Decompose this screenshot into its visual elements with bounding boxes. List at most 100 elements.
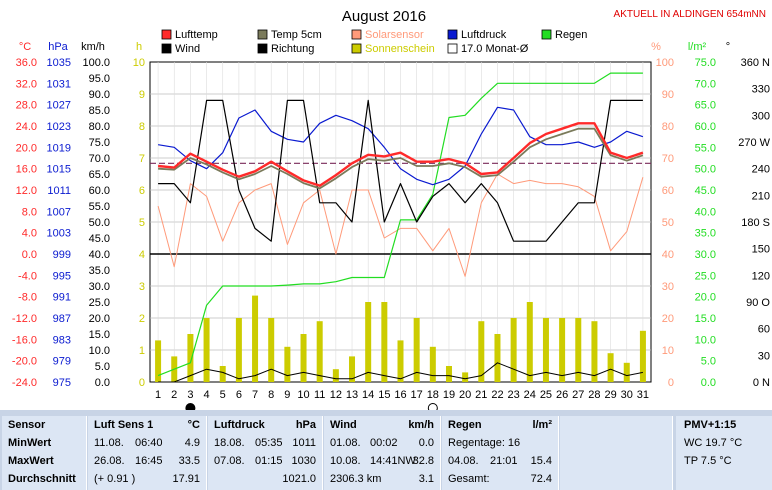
unit-rain: l/m² xyxy=(688,41,707,53)
wind-tick-6: 70.0 xyxy=(89,153,110,165)
x-tick-5: 5 xyxy=(220,389,226,401)
temp-tick-15: -24.0 xyxy=(12,377,37,389)
solar-tick-1: 90 xyxy=(662,89,674,101)
wind-tick-19: 5.0 xyxy=(95,361,110,373)
row-min: MinWert xyxy=(8,437,52,449)
press-tick-5: 1015 xyxy=(47,164,71,176)
luft-min-time: 06:40 xyxy=(135,437,163,449)
temp-tick-0: 36.0 xyxy=(16,57,37,69)
x-tick-20: 20 xyxy=(459,389,471,401)
legend-label-lufttemp: Lufttemp xyxy=(175,29,218,41)
regen-unit: l/m² xyxy=(532,419,552,431)
press-tick-7: 1007 xyxy=(47,206,71,218)
sunshine-bar-27 xyxy=(575,318,582,382)
unit-sun: h xyxy=(136,41,142,53)
press-tick-14: 979 xyxy=(53,356,71,368)
luft-min-date: 11.08. xyxy=(94,437,124,449)
wind-min-time: 00:02 xyxy=(370,437,398,449)
temp-tick-6: 12.0 xyxy=(16,185,37,197)
series-temp5cm xyxy=(158,127,644,190)
pmv-tp: TP 7.5 °C xyxy=(684,455,732,467)
press-tick-6: 1011 xyxy=(47,185,71,197)
rain-tick-2: 65.0 xyxy=(695,100,716,112)
dir-tick-6: 180 S xyxy=(741,217,770,229)
x-tick-28: 28 xyxy=(588,389,600,401)
rain-tick-11: 20.0 xyxy=(695,292,716,304)
solar-tick-7: 30 xyxy=(662,281,674,293)
legend-label-luftdruck: Luftdruck xyxy=(461,29,507,41)
legend-label-wind: Wind xyxy=(175,43,200,55)
sunshine-bar-13 xyxy=(349,356,356,382)
sunshine-bar-22 xyxy=(494,334,501,382)
regen-days: Regentage: 16 xyxy=(448,437,521,449)
x-tick-8: 8 xyxy=(268,389,274,401)
druck-min-time: 05:35 xyxy=(255,437,283,449)
regen-max-val: 15.4 xyxy=(530,455,552,467)
sun-tick-9: 1 xyxy=(139,345,145,357)
legend-swatch-monat xyxy=(447,43,458,54)
temp-tick-2: 28.0 xyxy=(16,100,37,112)
sunshine-bar-10 xyxy=(300,334,307,382)
row-max: MaxWert xyxy=(8,455,54,467)
chart-marks xyxy=(150,72,651,410)
wind-tick-5: 75.0 xyxy=(89,137,110,149)
rain-tick-15: 0.0 xyxy=(701,377,716,389)
temp-tick-10: -4.0 xyxy=(18,270,37,282)
solar-tick-2: 80 xyxy=(662,121,674,133)
x-tick-11: 11 xyxy=(314,389,325,401)
legend-swatch-regen xyxy=(541,29,552,40)
sunshine-bar-28 xyxy=(591,321,598,382)
press-tick-1: 1031 xyxy=(47,78,71,90)
x-tick-29: 29 xyxy=(604,389,616,401)
unit-press: hPa xyxy=(48,41,68,53)
weather-chart: August 2016 AKTUELL IN ALDINGEN 654mNN L… xyxy=(12,8,771,410)
x-tick-9: 9 xyxy=(284,389,290,401)
solar-tick-3: 70 xyxy=(662,153,674,165)
dir-tick-11: 30 xyxy=(758,350,770,362)
x-tick-16: 16 xyxy=(394,389,406,401)
sun-tick-8: 2 xyxy=(139,313,145,325)
col-druck: Luftdruck hPa 18.08. 05:35 1011 07.08. 01:15… xyxy=(208,416,323,490)
druck-max-val: 1030 xyxy=(291,455,316,467)
regen-total-val: 72.4 xyxy=(530,473,552,485)
legend-label-sonnenschein: Sonnenschein xyxy=(365,43,435,55)
wind-tick-17: 15.0 xyxy=(89,329,110,341)
sunshine-bar-19 xyxy=(445,366,452,382)
dir-tick-2: 300 xyxy=(752,110,770,122)
rain-tick-0: 75.0 xyxy=(695,57,716,69)
series-wind_low xyxy=(158,362,643,383)
wind-min-date: 01.08. xyxy=(330,437,361,449)
x-tick-22: 22 xyxy=(491,389,503,401)
wind-min-val: 0.0 xyxy=(418,437,434,449)
dir-tick-5: 210 xyxy=(752,190,770,202)
press-tick-3: 1023 xyxy=(47,121,71,133)
x-tick-4: 4 xyxy=(204,389,210,401)
col-labels: Sensor MinWert MaxWert Durchschnitt xyxy=(2,416,87,490)
rain-tick-12: 15.0 xyxy=(695,313,716,325)
x-tick-7: 7 xyxy=(252,389,258,401)
full-moon-marker xyxy=(427,403,438,410)
unit-temp: °C xyxy=(19,41,31,53)
legend-swatch-richtung xyxy=(257,43,268,54)
press-tick-9: 999 xyxy=(53,249,71,261)
solar-tick-4: 60 xyxy=(662,185,674,197)
luft-max-time: 16:45 xyxy=(135,455,163,467)
x-tick-13: 13 xyxy=(346,389,358,401)
regen-total-label: Gesamt: xyxy=(448,473,490,485)
wind-avg-val: 3.1 xyxy=(418,473,434,485)
sunshine-bar-26 xyxy=(559,318,566,382)
press-tick-2: 1027 xyxy=(47,100,71,112)
regen-max-date: 04.08. xyxy=(448,455,479,467)
new-moon-marker xyxy=(185,403,196,410)
regen-head: Regen xyxy=(448,419,482,431)
temp-tick-1: 32.0 xyxy=(16,78,37,90)
legend-swatch-sonnenschein xyxy=(351,43,362,54)
series-wind xyxy=(158,99,643,242)
wind-tick-0: 100.0 xyxy=(82,57,110,69)
pmv-head: PMV+1:15 xyxy=(684,419,737,431)
sunshine-bar-29 xyxy=(607,353,614,382)
unit-wind: km/h xyxy=(81,41,105,53)
x-tick-30: 30 xyxy=(621,389,633,401)
wind-tick-8: 60.0 xyxy=(89,185,110,197)
sunshine-bar-8 xyxy=(268,318,275,382)
